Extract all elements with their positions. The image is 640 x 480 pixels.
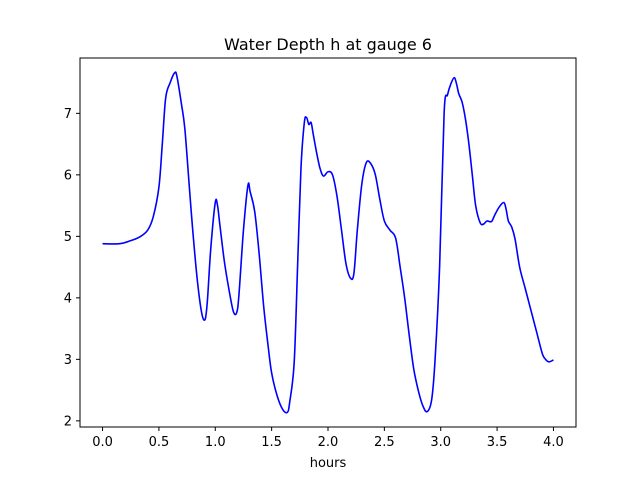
plot-area xyxy=(102,71,554,414)
y-tick-label: 4 xyxy=(64,291,72,306)
x-tick-label: 0.5 xyxy=(149,435,170,450)
y-axis-ticks: 2 3 4 5 6 7 xyxy=(64,107,80,429)
x-tick-label: 3.0 xyxy=(430,435,451,450)
x-tick-label: 3.5 xyxy=(487,435,508,450)
y-tick-label: 3 xyxy=(64,353,72,368)
y-tick-label: 6 xyxy=(64,168,72,183)
x-tick-label: 0.0 xyxy=(92,435,113,450)
axes-frame xyxy=(79,57,577,428)
x-tick-label: 4.0 xyxy=(543,435,564,450)
x-axis-ticks: 0.0 0.5 1.0 1.5 2.0 2.5 3.0 3.5 4.0 xyxy=(92,427,564,450)
chart-title: Water Depth h at gauge 6 xyxy=(224,35,432,54)
y-tick-label: 2 xyxy=(64,414,72,429)
y-tick-label: 5 xyxy=(64,230,72,245)
y-tick-label: 7 xyxy=(64,107,72,122)
series-line-0 xyxy=(102,71,554,414)
x-tick-label: 1.0 xyxy=(205,435,226,450)
x-tick-label: 1.5 xyxy=(261,435,282,450)
x-tick-label: 2.0 xyxy=(318,435,339,450)
x-axis-label: hours xyxy=(310,456,347,471)
x-tick-label: 2.5 xyxy=(374,435,395,450)
